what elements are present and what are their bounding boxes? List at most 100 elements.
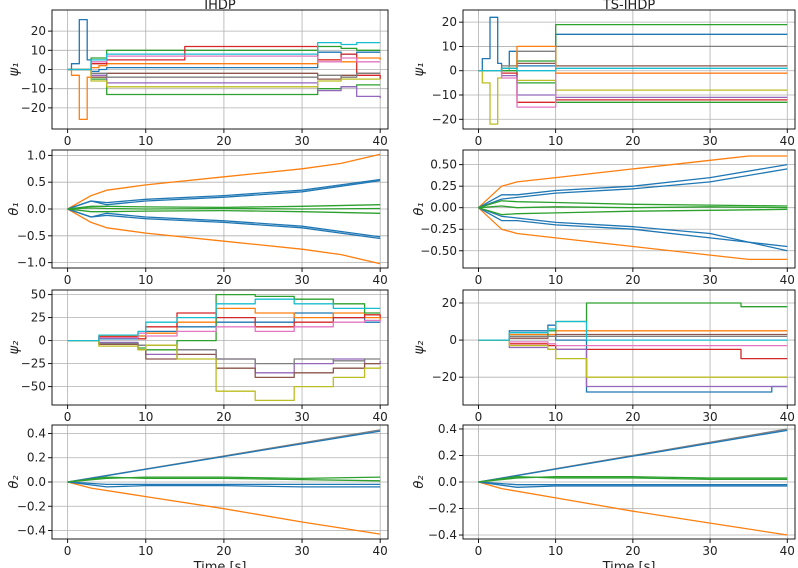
x-tick-label: 20 [216,544,231,558]
y-tick-label: −10 [21,82,46,96]
series-line-s2 [67,430,381,483]
series-line-s11 [67,41,381,71]
series-line-s2 [67,208,381,265]
series-line-s10 [478,320,788,341]
panel-title: TS-IHDP [602,0,656,13]
series-line-s7 [67,204,381,210]
series-line-s5 [478,481,788,488]
series-line-s8 [478,207,788,216]
series-line-s4 [478,70,788,103]
y-tick-label: 0.0 [27,202,46,216]
y-tick-label: −0.2 [17,499,46,513]
y-tick-label: −10 [432,88,457,102]
x-axis-label: Time [s] [602,560,656,568]
x-tick-label: 0 [475,134,483,148]
series-group [67,153,381,265]
x-tick-label: 30 [294,544,309,558]
series-line-s5 [67,481,381,488]
series-line-s7 [67,68,381,80]
series-line-s3 [478,481,788,536]
x-tick-label: 0 [475,273,483,287]
x-tick-label: 10 [548,410,563,424]
y-tick-label: 0.0 [438,475,457,489]
x-tick-label: 40 [373,410,388,424]
x-tick-label: 10 [548,544,563,558]
subplot-8: 0 10 20 30 40 −0.4 −0.2 0.0 0.2 0.4 θ₂ Time [s] [412,422,796,568]
y-tick-label: −0.2 [428,502,457,516]
series-line-s9 [478,205,788,209]
y-tick-label: −50 [21,380,46,394]
x-tick-label: 30 [702,544,717,558]
x-tick-label: 10 [138,410,153,424]
subplot-1: 0 10 20 30 40 −20 −10 0 10 20 ψ₁ IHDP [7,0,389,148]
series-line-s6 [478,333,788,341]
y-axis-label: θ₂ [7,475,22,488]
series-line-s5 [478,207,788,248]
x-tick-label: 0 [64,410,72,424]
y-tick-label: 25 [31,311,46,325]
y-axis-label: θ₁ [7,202,22,215]
series-line-s9 [67,68,381,78]
y-tick-label: −1.0 [17,256,46,270]
series-group [67,293,381,402]
y-tick-label: 50 [31,288,46,302]
y-tick-label: 0.2 [438,448,457,462]
series-line-s6 [67,68,381,99]
y-axis-label: θ₁ [412,202,427,215]
y-tick-label: 0.2 [27,451,46,465]
x-tick-label: 40 [780,544,795,558]
series-line-s9 [67,207,381,210]
series-line-s7 [478,339,788,347]
series-line-s1 [67,18,381,73]
series-line-s6 [478,207,788,252]
subplot-2: 0 10 20 30 40 −20 −10 0 10 20 ψ₁ TS-IHDP [412,0,796,148]
series-line-s4 [478,476,788,483]
subplot-5: 0 10 20 30 40 −50 −25 0 25 50 ψ₂ [7,288,389,424]
series-line-s4 [67,476,381,483]
y-tick-label: 20 [31,24,46,38]
y-axis-label: θ₂ [412,475,427,488]
x-tick-label: 30 [294,410,309,424]
y-tick-label: 0 [38,63,46,77]
series-group [67,429,381,535]
series-line-s2 [67,57,381,121]
y-tick-label: −20 [432,112,457,126]
y-tick-label: 1.0 [27,148,46,162]
x-tick-label: 20 [216,134,231,148]
series-line-s9 [67,339,381,402]
x-tick-label: 0 [64,273,72,287]
subplot-3: 0 10 20 30 40 −1.0 −0.5 0.0 0.5 1.0 θ₁ [7,148,389,287]
x-tick-label: 20 [625,544,640,558]
y-tick-label: −0.25 [420,222,457,236]
series-group [478,428,788,536]
series-group [478,302,788,393]
series-line-s4 [67,179,381,210]
panel-title: IHDP [204,0,236,13]
x-tick-label: 20 [625,410,640,424]
series-group [67,18,381,121]
series-line-s7 [67,476,381,483]
x-tick-label: 20 [216,410,231,424]
axes-frame [462,9,796,130]
y-tick-label: 0.50 [430,158,457,172]
series-line-s3 [478,163,788,209]
x-tick-label: 40 [373,134,388,148]
y-tick-label: 10 [31,43,46,57]
series-line-s6 [67,481,381,486]
x-tick-label: 10 [138,544,153,558]
x-tick-label: 0 [475,410,483,424]
y-tick-label: 0 [449,333,457,347]
y-tick-label: −0.5 [17,229,46,243]
x-tick-label: 20 [216,273,231,287]
series-line-s1 [67,153,381,210]
x-tick-label: 30 [294,134,309,148]
series-line-s10 [67,68,381,88]
series-group [478,16,788,125]
y-tick-label: −0.4 [17,524,46,538]
y-tick-label: 20 [442,296,457,310]
series-line-s3 [67,481,381,535]
x-tick-label: 0 [475,544,483,558]
series-group [477,155,788,261]
series-line-s6 [478,481,788,486]
y-tick-label: 0.0 [27,475,46,489]
